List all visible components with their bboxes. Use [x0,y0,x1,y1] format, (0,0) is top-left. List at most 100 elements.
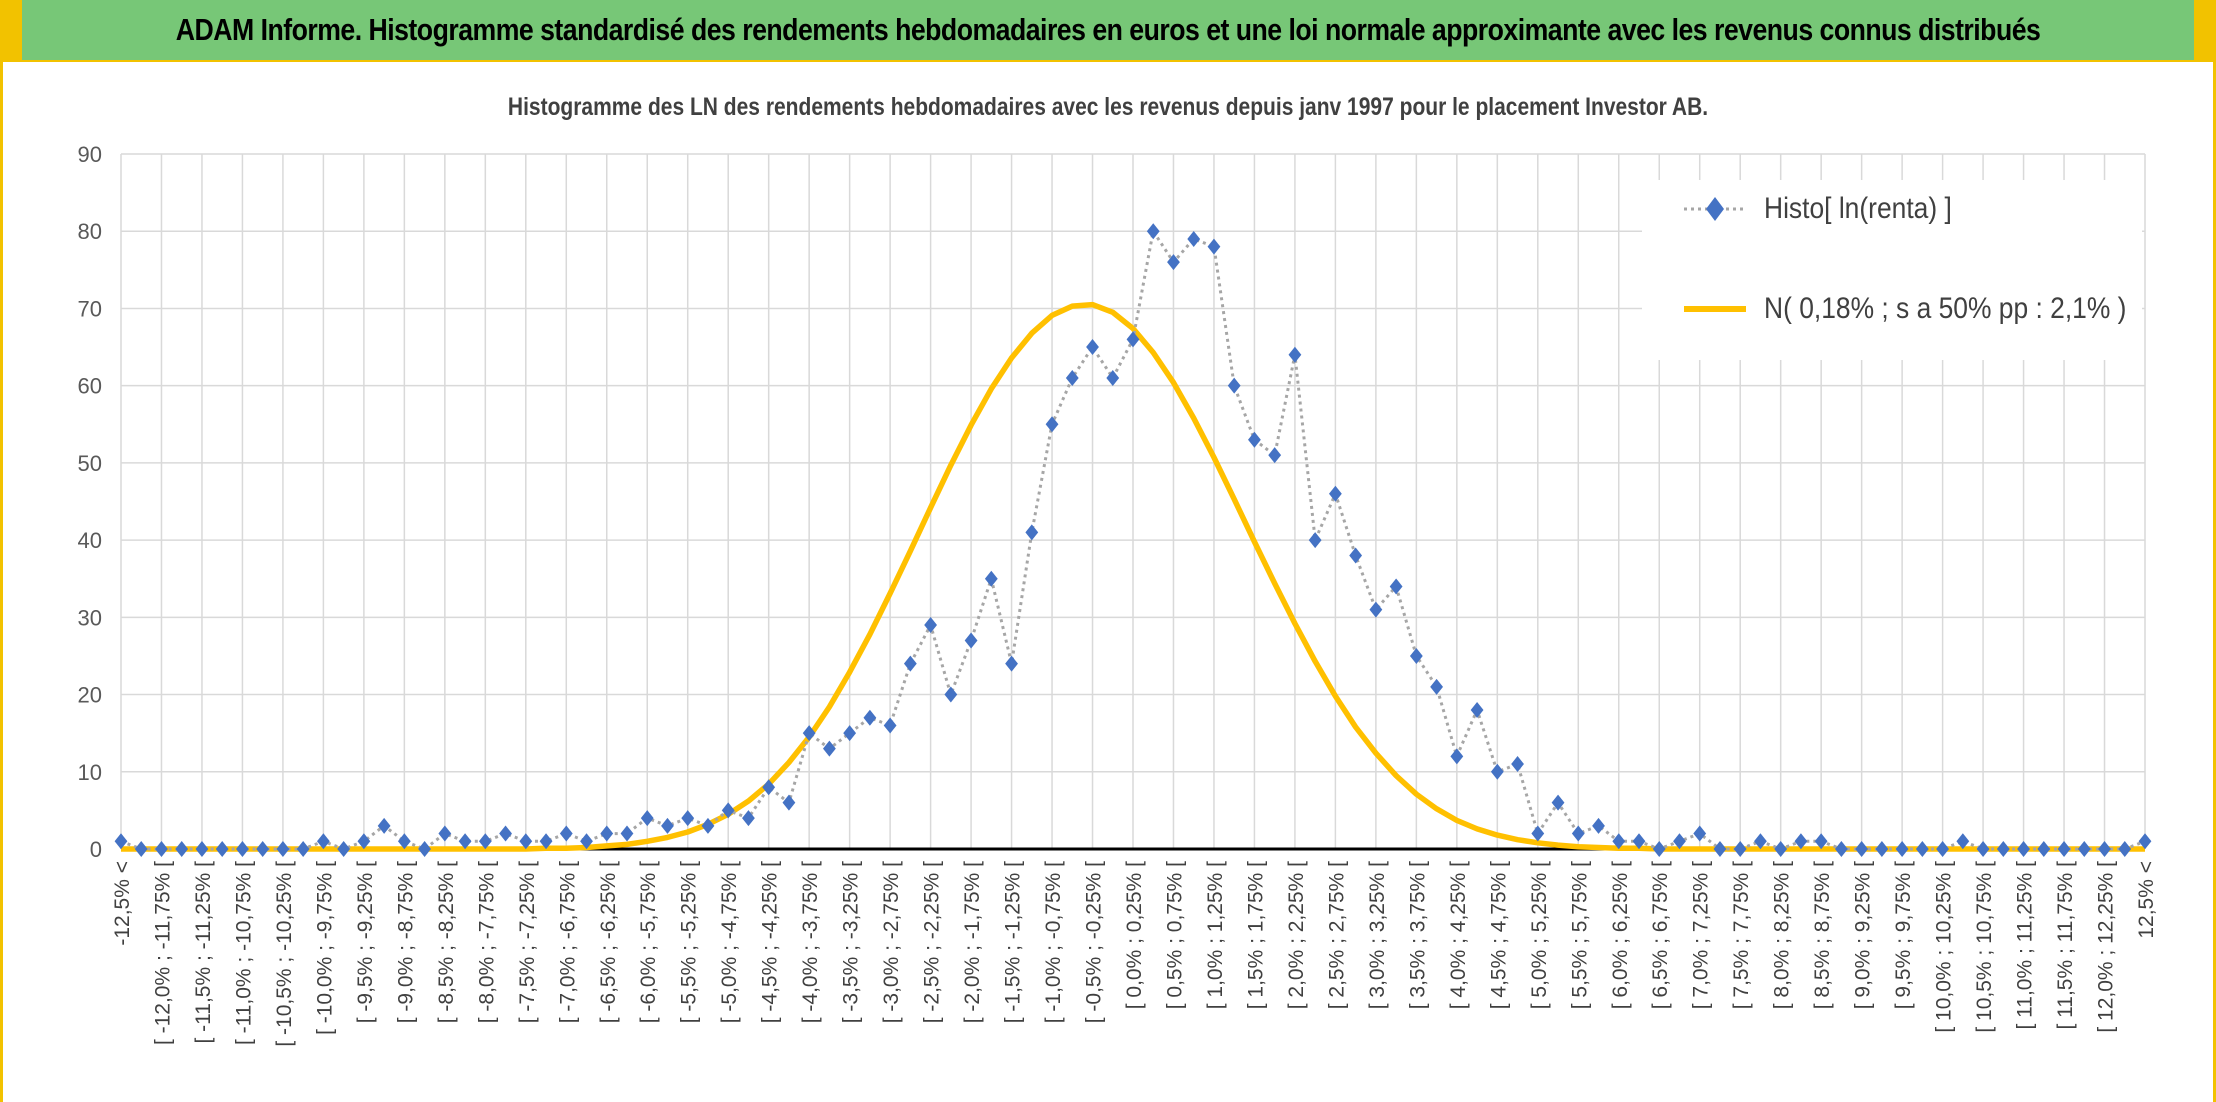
histo-point [1612,833,1626,850]
x-tick-label: [ -9,0% ; -8,75% [ [394,861,417,1023]
histo-point [1167,254,1180,271]
banner-corner-right [2194,0,2216,62]
histo-point [1288,346,1302,363]
x-tick-label: [ -11,0% ; -10,75% [ [232,861,255,1045]
histo-point [944,686,958,703]
x-tick-label: [ 5,0% ; 5,25% [ [1528,861,1551,1009]
histo-point [903,655,917,672]
x-tick-label: [ -8,0% ; -7,75% [ [475,861,498,1023]
histo-point [1855,841,1869,857]
x-axis-labels: -12,5% < [ -12,0% ; -11,75% [[ -11,5% ; -… [111,861,2158,1047]
histo-point [276,841,290,857]
histo-point [1693,825,1707,842]
histo-point [1531,825,1545,842]
x-tick-label: [ -5,0% ; -4,75% [ [718,861,741,1023]
x-tick-label: [ 4,5% ; 4,75% [ [1487,861,1510,1009]
histo-point [1996,841,2010,857]
y-tick-label: 10 [78,760,102,785]
x-tick-label: [ -0,5% ; -0,25% [ [1083,861,1106,1023]
histo-point [661,817,674,834]
histo-point [478,833,492,850]
histo-point [701,817,715,834]
x-tick-label: [ -12,0% ; -11,75% [ [151,861,174,1045]
x-tick-label: [ -2,0% ; -1,75% [ [961,861,984,1023]
histo-point [175,841,189,857]
histo-point [1409,647,1423,664]
x-tick-label: [ 1,5% ; 1,75% [ [1244,861,1267,1009]
histo-point [762,779,776,796]
histo-point [1551,794,1565,811]
y-tick-label: 90 [78,142,102,167]
histo-point [1976,841,1990,857]
histo-point [1652,841,1666,857]
histo-point [1490,763,1504,780]
histo-point [802,725,816,742]
normal-curve-line [121,301,2145,852]
x-tick-label: [ 6,5% ; 6,75% [ [1649,861,1672,1009]
histo-point [1227,377,1241,394]
histo-point [539,833,553,850]
histo-point [1389,578,1403,595]
legend-normal-line-icon [1684,306,1746,312]
histo-point [1106,369,1120,386]
legend-normal-label: N( 0,18% ; s a 50% pp : 2,1% ) [1764,292,2127,325]
x-tick-label: [ 10,5% ; 10,75% [ [1973,861,1996,1033]
histo-point [458,833,472,850]
x-tick-label: [ -11,5% ; -11,25% [ [192,861,215,1044]
histo-point [600,825,614,842]
x-tick-label: [ -7,0% ; -6,75% [ [556,861,579,1023]
x-tick-label: [ -1,0% ; -0,75% [ [1042,861,1065,1023]
histo-point [357,833,371,850]
histo-point [317,833,330,850]
y-tick-label: 40 [78,528,102,553]
histo-point [964,632,978,649]
legend-histo-label: Histo[ ln(renta) ] [1764,192,1952,225]
histo-point [1814,833,1828,850]
x-tick-label: [ 5,5% ; 5,75% [ [1568,861,1591,1009]
chart-title: Histogramme des LN des rendements hebdom… [507,93,1709,121]
histo-point [1268,447,1282,464]
histo-point [823,740,836,757]
x-tick-label: [ 11,0% ; 11,25% [ [2014,861,2037,1030]
histo-point [377,817,391,834]
x-tick-label: [ -4,0% ; -3,75% [ [799,861,822,1023]
histo-point [620,825,634,842]
x-tick-label: [ 9,0% ; 9,25% [ [1852,861,1875,1009]
x-tick-label: [ 0,0% ; 0,25% [ [1123,861,1146,1009]
x-tick-label: [ 4,0% ; 4,25% [ [1447,861,1470,1009]
x-tick-label: [ 11,5% ; 11,75% [ [2054,861,2077,1030]
histo-point [499,825,512,842]
histo-point [1632,833,1646,850]
x-tick-label: [ 3,5% ; 3,75% [ [1406,861,1429,1009]
histo-point [1065,369,1079,386]
histo-point [559,825,573,842]
histo-point [1713,841,1727,857]
histo-point [2037,841,2051,857]
x-tick-label: 12,5% < [2135,861,2158,939]
x-tick-label: [ 7,0% ; 7,25% [ [1690,861,1713,1009]
histo-point [1146,223,1160,240]
x-tick-label: [ 8,0% ; 8,25% [ [1771,861,1794,1009]
histo-point [1045,416,1059,433]
histo-point [1733,841,1747,857]
histo-point [984,570,998,587]
x-tick-label: [ -5,5% ; -5,25% [ [678,861,701,1023]
histo-point [1369,601,1383,618]
histo-point [1086,339,1099,356]
histo-point [1207,238,1221,255]
x-tick-label: [ 6,0% ; 6,25% [ [1609,861,1632,1009]
histo-point [1592,817,1605,834]
y-tick-label: 20 [78,683,102,708]
histo-point [1470,702,1484,718]
y-tick-label: 50 [78,451,102,476]
histo-point [1025,524,1039,541]
histo-point [1915,841,1929,857]
histo-point [883,717,897,734]
x-tick-label: [ 9,5% ; 9,75% [ [1892,861,1915,1009]
y-tick-label: 70 [78,296,102,321]
histo-point [2118,841,2132,857]
x-tick-label: [ 7,5% ; 7,75% [ [1730,861,1753,1009]
histo-point [519,833,533,850]
histo-point [256,841,270,857]
